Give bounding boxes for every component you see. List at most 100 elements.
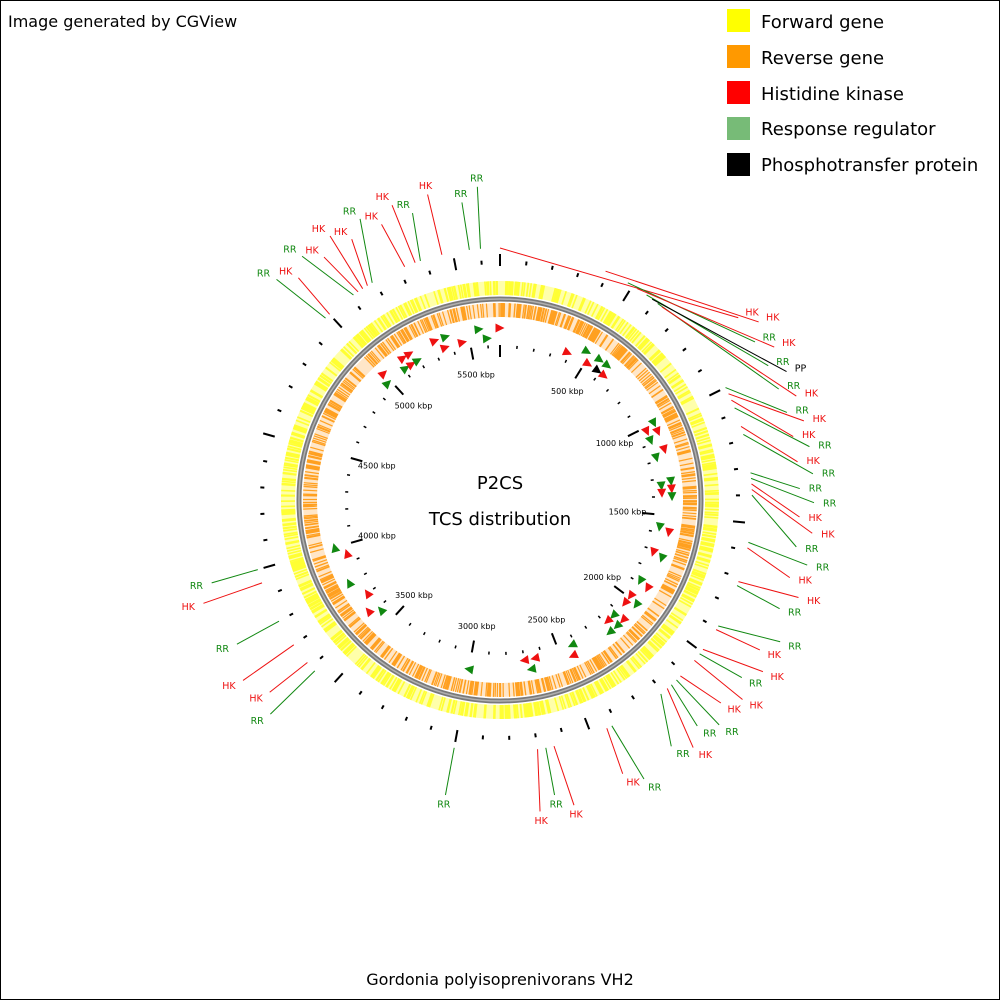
tcs-marker-hk — [582, 357, 593, 367]
outer-minor-tick — [714, 596, 720, 600]
callout-label-rr: RR — [470, 173, 484, 184]
inner-minor-tick — [648, 529, 652, 532]
callout-label-rr: RR — [796, 405, 810, 416]
legend-label-forward: Forward gene — [761, 12, 884, 33]
tick-label: 5000 kbp — [395, 402, 433, 411]
outer-minor-tick — [631, 695, 635, 700]
tcs-marker-rr — [474, 325, 484, 335]
tcs-marker-rr — [650, 452, 660, 463]
inner-major-tick — [350, 538, 363, 544]
tcs-marker-hk — [457, 339, 468, 348]
callout-line — [605, 270, 759, 323]
outer-minor-tick — [357, 305, 362, 311]
tcs-marker-rr — [464, 665, 474, 675]
callout-label-hk: HK — [365, 212, 379, 223]
tick-label: 1000 kbp — [596, 439, 634, 448]
callout-label-rr: RR — [676, 749, 690, 760]
tick-label: 2000 kbp — [583, 573, 621, 582]
outer-minor-tick — [608, 708, 613, 714]
inner-minor-tick — [454, 645, 457, 649]
callout-line — [276, 279, 326, 319]
callout-label-rr: RR — [823, 498, 837, 509]
outer-major-tick — [708, 389, 721, 397]
callout-label-hk: HK — [534, 816, 548, 827]
callout-label-hk: HK — [813, 414, 827, 425]
callout-label-hk: HK — [699, 750, 713, 761]
legend-swatch-phosphotransfer — [727, 153, 750, 176]
callout-line — [412, 212, 421, 261]
tcs-marker-hk — [495, 323, 505, 333]
outer-minor-tick — [319, 655, 324, 660]
outer-minor-tick — [404, 716, 409, 722]
tcs-marker-rr — [439, 333, 450, 343]
callout-label-hk: HK — [806, 456, 820, 467]
callout-label-rr: RR — [805, 544, 819, 555]
callout-line — [751, 494, 797, 548]
tcs-marker-hk — [365, 607, 375, 618]
callout-line — [661, 306, 797, 397]
organism-caption: Gordonia polyisoprenivorans VH2 — [366, 970, 634, 989]
inner-major-tick — [627, 429, 640, 438]
inner-minor-tick — [593, 377, 597, 381]
callout-label-rr: RR — [397, 200, 411, 211]
callout-label-pp: PP — [795, 363, 807, 374]
tcs-marker-hk — [665, 527, 675, 538]
callout-line — [750, 477, 815, 504]
outer-scale-ticks — [260, 254, 746, 743]
inner-major-tick — [574, 367, 583, 379]
legend-swatch-response-regulator — [727, 117, 750, 140]
callout-label-rr: RR — [776, 357, 790, 368]
callout-line — [637, 288, 775, 348]
callout-line — [751, 483, 800, 518]
tcs-marker-rr — [567, 639, 578, 648]
map-title: P2CS — [477, 473, 523, 494]
tcs-marker-hk — [650, 546, 659, 557]
inner-minor-tick — [408, 622, 412, 627]
outer-minor-tick — [664, 327, 669, 333]
tcs-marker-rr — [667, 492, 677, 502]
tcs-marker-hk — [396, 355, 407, 365]
callout-label-rr: RR — [190, 581, 204, 592]
callout-line — [751, 489, 813, 534]
tcs-marker-hk — [364, 589, 374, 600]
scale-tick-labels: 500 kbp 1000 kbp 1500 kbp 2000 kbp 2500 kbp 3… — [358, 370, 646, 631]
outer-minor-tick — [682, 347, 687, 352]
inner-minor-tick — [610, 603, 614, 607]
callout-line — [329, 235, 364, 289]
inner-minor-tick — [407, 374, 411, 378]
inner-major-tick — [395, 605, 405, 616]
outer-major-tick — [686, 639, 698, 649]
tcs-marker-rr — [593, 353, 604, 363]
tcs-marker-rr — [633, 598, 643, 609]
callout-line — [537, 749, 541, 812]
callout-label-rr: RR — [787, 381, 801, 392]
callout-line — [553, 745, 575, 806]
outer-major-tick — [452, 258, 458, 271]
callout-line — [718, 625, 781, 643]
callout-label-rr: RR — [251, 716, 265, 727]
tcs-marker-hk — [568, 649, 579, 658]
outer-major-tick — [332, 318, 343, 329]
callout-label-hk: HK — [305, 245, 319, 256]
inner-minor-tick — [347, 524, 351, 527]
backbone-highlight — [298, 298, 702, 702]
tcs-marker-rr — [606, 626, 617, 636]
credit-text: Image generated by CGView — [8, 12, 237, 31]
tcs-marker-rr — [411, 358, 422, 367]
legend-label-histidine-kinase: Histidine kinase — [761, 84, 904, 105]
outer-minor-tick — [651, 679, 657, 684]
callout-line — [301, 255, 354, 296]
callout-line — [461, 202, 470, 250]
callout-line — [740, 425, 798, 463]
tcs-marker-rr — [399, 365, 410, 375]
reverse-gene-marks — [302, 302, 698, 698]
outer-minor-tick — [534, 733, 537, 738]
callout-line — [728, 393, 805, 422]
callout-label-hk: HK — [745, 308, 759, 319]
tcs-marker-hk — [627, 589, 637, 600]
inner-minor-tick — [356, 557, 360, 560]
callout-line — [666, 688, 694, 748]
outer-minor-tick — [724, 571, 729, 575]
callout-line — [270, 670, 316, 715]
outer-major-tick — [732, 520, 746, 524]
